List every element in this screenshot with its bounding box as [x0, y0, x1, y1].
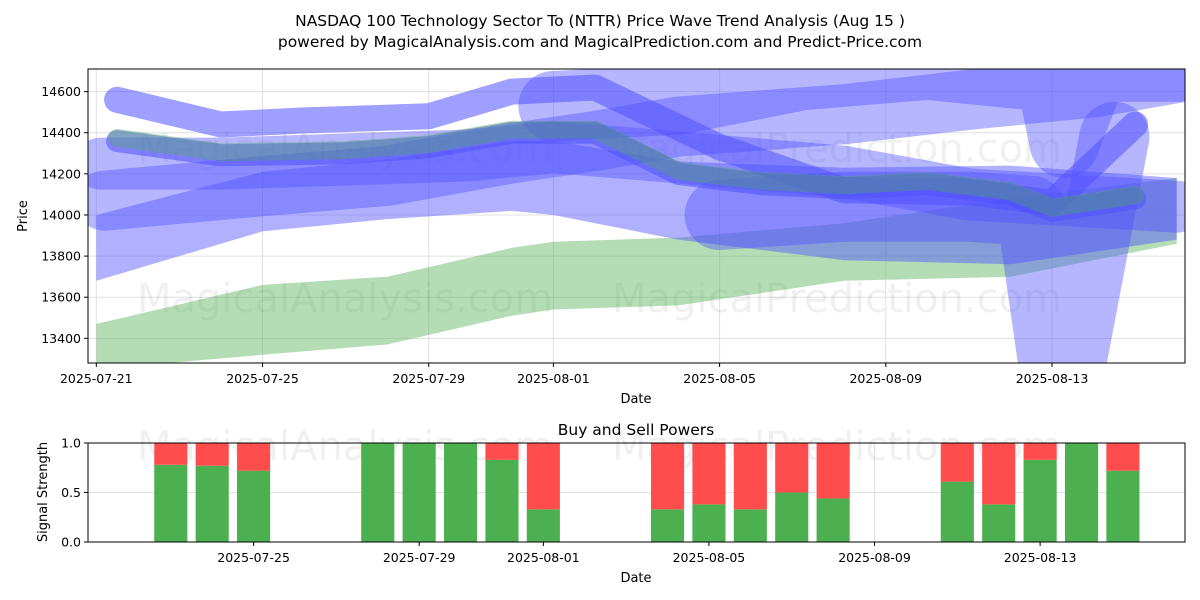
power-axis-ticks: 0.0 0.5 1.0 2025-07-25 2025-07-29 2025-08-01 2…	[61, 436, 1076, 566]
sell-bar	[485, 443, 519, 460]
power-y-tick-label: 1.0	[61, 436, 81, 451]
power-x-tick-label: 2025-07-29	[383, 550, 456, 565]
price-x-tick-label: 2025-08-09	[849, 371, 922, 386]
green-trend-wave	[108, 120, 1145, 217]
buy-bar	[154, 464, 188, 542]
blue-trend-wave	[88, 69, 1185, 231]
price-x-tick-label: 2025-08-01	[517, 371, 590, 386]
power-bars	[154, 443, 1140, 542]
buy-bar	[1023, 459, 1057, 542]
watermark-prediction-mid: MagicalPrediction.com	[612, 276, 1062, 322]
buy-bar	[650, 509, 685, 542]
power-x-tick-label: 2025-08-09	[838, 550, 911, 565]
buy-bar	[195, 465, 229, 542]
sell-bar	[154, 443, 188, 465]
price-y-tick-label: 14600	[41, 84, 81, 99]
buy-bar	[775, 492, 809, 542]
buy-bar	[402, 443, 436, 542]
sell-bar	[526, 443, 560, 510]
blue-trend-wave	[106, 121, 1147, 222]
buy-bar	[1106, 470, 1140, 542]
buy-sell-powers-chart: Buy and Sell Powers MagicalAnalysis.com …	[36, 421, 1186, 586]
buy-bar	[940, 481, 974, 542]
watermark-analysis-mid: MagicalAnalysis.com	[137, 276, 553, 322]
sell-bar	[940, 443, 974, 482]
buy-bar	[444, 443, 478, 542]
price-y-tick-label: 13800	[41, 249, 81, 264]
sell-bar	[650, 443, 685, 510]
price-y-tick-label: 14400	[41, 125, 81, 140]
buy-bar	[982, 504, 1016, 542]
buy-sell-title: Buy and Sell Powers	[558, 421, 715, 439]
chart-subtitle: powered by MagicalAnalysis.com and Magic…	[278, 33, 922, 51]
sell-bar	[195, 443, 229, 466]
price-x-tick-label: 2025-07-25	[226, 371, 299, 386]
power-y-tick-label: 0.0	[61, 535, 81, 550]
price-plot-frame	[87, 68, 1186, 364]
buy-bar	[816, 498, 850, 542]
sell-bar	[816, 443, 850, 499]
chart-title: NASDAQ 100 Technology Sector To (NTTR) P…	[295, 12, 905, 30]
power-x-tick-label: 2025-08-13	[1004, 550, 1077, 565]
buy-bar	[692, 504, 726, 542]
power-x-tick-label: 2025-08-01	[507, 550, 580, 565]
power-y-tick-label: 0.5	[61, 485, 81, 500]
price-y-axis-title: Price	[16, 200, 31, 232]
blue-trend-wave	[518, 69, 1185, 178]
sell-bar	[775, 443, 809, 493]
power-x-tick-label: 2025-08-05	[673, 550, 746, 565]
price-x-tick-label: 2025-08-13	[1016, 371, 1089, 386]
power-y-axis-title: Signal Strength	[36, 442, 51, 542]
sell-bar	[1106, 443, 1140, 471]
price-y-tick-label: 13400	[41, 331, 81, 346]
price-y-tick-label: 14000	[41, 207, 81, 222]
price-x-tick-label: 2025-07-29	[392, 371, 465, 386]
green-price-band	[96, 178, 1177, 363]
power-x-axis-title: Date	[620, 571, 651, 586]
sell-bar	[733, 443, 767, 510]
price-y-tick-label: 14200	[41, 166, 81, 181]
price-bands	[88, 69, 1185, 363]
buy-bar	[237, 470, 271, 542]
sell-bar	[982, 443, 1016, 505]
price-y-tick-label: 13600	[41, 290, 81, 305]
buy-bar	[485, 459, 519, 542]
buy-bar	[1064, 443, 1099, 542]
sell-bar	[692, 443, 726, 505]
price-axis-ticks: 13400 13600 13800 14000 14200 14400 14600 2025-…	[41, 84, 1088, 386]
buy-bar	[733, 509, 767, 542]
buy-bar	[361, 443, 395, 542]
price-x-tick-label: 2025-08-05	[683, 371, 756, 386]
buy-bar	[526, 509, 560, 542]
sell-bar	[237, 443, 271, 471]
power-x-tick-label: 2025-07-25	[217, 550, 290, 565]
price-x-tick-label: 2025-07-21	[60, 371, 133, 386]
sell-bar	[1023, 443, 1057, 460]
price-x-axis-title: Date	[620, 392, 651, 407]
price-wave-chart: MagicalAnalysis.com MagicalPrediction.co…	[16, 68, 1186, 407]
